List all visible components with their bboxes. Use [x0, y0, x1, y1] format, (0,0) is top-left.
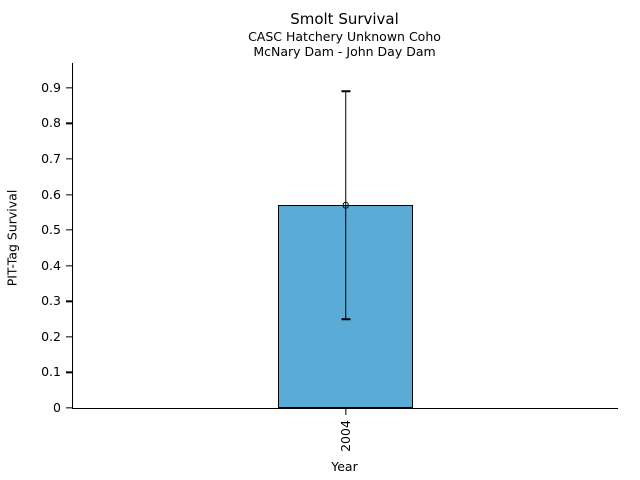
y-tick-label: 0.5: [41, 221, 61, 237]
error-bar-cap-top: [341, 90, 350, 93]
y-tick-label: 0.8: [41, 115, 61, 131]
y-tick-label: 0.1: [41, 364, 61, 380]
y-tick-label: 0.7: [41, 150, 61, 166]
x-tick-label: 2004: [337, 420, 353, 452]
chart-subtitle-line1: CASC Hatchery Unknown Coho: [248, 29, 441, 44]
y-tick-mark: [65, 265, 72, 267]
y-tick-label: 0.9: [41, 79, 61, 95]
x-axis-label: Year: [331, 459, 358, 474]
y-tick-mark: [65, 336, 72, 338]
y-tick-mark: [65, 87, 72, 89]
y-tick-mark: [65, 158, 72, 160]
y-tick-mark: [65, 122, 72, 125]
y-tick-mark: [65, 407, 72, 409]
chart-subtitle-line2: McNary Dam - John Day Dam: [253, 44, 436, 59]
chart-title: Smolt Survival: [290, 10, 399, 28]
y-tick-mark: [65, 300, 72, 302]
y-tick-mark: [65, 371, 72, 374]
plot-area: 0 0.1 0.2 0.3 0.4 0.5 0.6 0.7 0.8 0.9 2004: [41, 63, 618, 452]
error-bar-cap-bottom: [341, 318, 350, 320]
y-tick-label: 0.6: [41, 186, 61, 202]
y-tick-label: 0.4: [41, 257, 61, 273]
y-tick-mark: [65, 229, 72, 231]
y-tick-mark: [65, 193, 72, 196]
y-tick-label: 0.2: [41, 328, 61, 344]
x-tick-mark: [344, 409, 347, 416]
data-point-marker: [342, 202, 349, 209]
y-tick-label: 0.3: [41, 293, 61, 309]
y-tick-label: 0: [53, 399, 61, 415]
